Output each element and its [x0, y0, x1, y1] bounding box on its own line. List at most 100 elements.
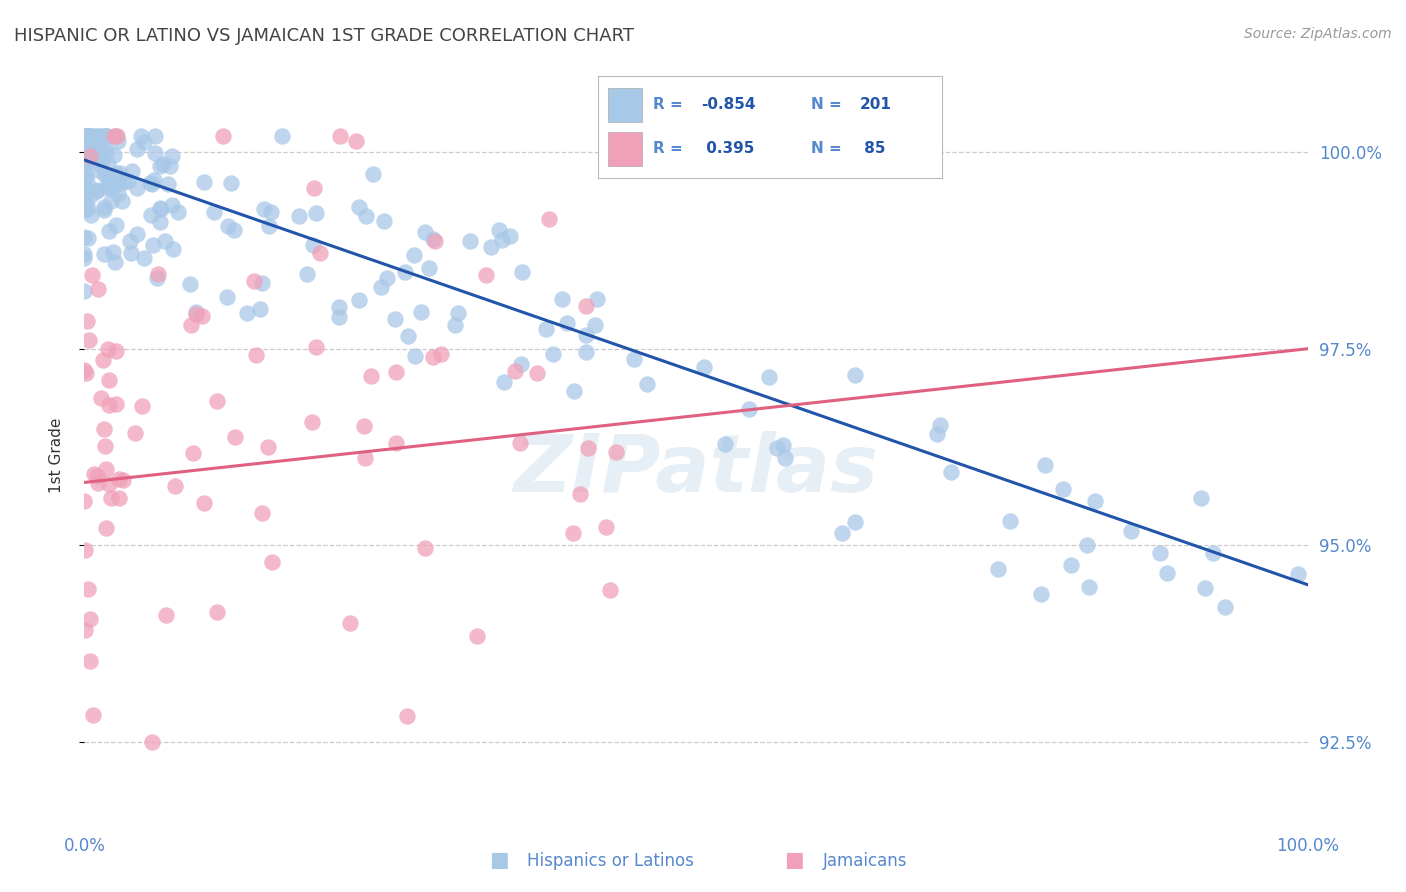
- Point: [73, 186, 96, 200]
- Point: [75, 129, 97, 144]
- Point: [79, 134, 101, 148]
- Point: [575, 327, 598, 342]
- Point: [96, 180, 118, 194]
- Point: [97, 170, 120, 185]
- Point: [1149, 546, 1171, 560]
- Point: [131, 399, 153, 413]
- Point: [1201, 546, 1223, 560]
- Point: [82, 708, 104, 723]
- Point: [127, 227, 149, 241]
- Point: [93, 200, 115, 214]
- Point: [91, 352, 114, 367]
- Point: [86, 183, 108, 197]
- Point: [96, 129, 118, 144]
- Point: [87, 283, 110, 297]
- Text: R =: R =: [652, 141, 682, 156]
- Point: [73, 494, 96, 508]
- Point: [219, 176, 242, 190]
- Point: [360, 368, 382, 383]
- Point: [396, 328, 419, 343]
- Point: [83, 467, 105, 481]
- Point: [77, 202, 100, 216]
- Point: [77, 333, 100, 347]
- Point: [139, 176, 162, 190]
- Point: [77, 582, 100, 597]
- Point: [89, 129, 111, 144]
- Point: [89, 158, 111, 172]
- Point: [120, 234, 142, 248]
- Point: [143, 129, 166, 144]
- Bar: [607, 88, 643, 122]
- Point: [925, 426, 948, 441]
- Point: [149, 215, 172, 229]
- Point: [1119, 524, 1142, 538]
- Point: [117, 174, 139, 188]
- Point: [149, 159, 172, 173]
- Point: [217, 219, 239, 233]
- Point: [422, 232, 444, 246]
- Point: [447, 306, 470, 320]
- Point: [1286, 567, 1309, 582]
- Point: [155, 607, 177, 622]
- Point: [139, 209, 162, 223]
- Point: [503, 364, 526, 378]
- Point: [79, 149, 101, 163]
- Point: [404, 349, 426, 363]
- Point: [422, 351, 444, 365]
- Point: [1033, 458, 1056, 472]
- Point: [89, 140, 111, 154]
- Point: [105, 218, 128, 232]
- Point: [77, 231, 100, 245]
- Point: [104, 166, 127, 180]
- Point: [73, 143, 96, 157]
- Point: [77, 129, 100, 144]
- Point: [193, 495, 215, 509]
- Point: [93, 140, 115, 154]
- Point: [82, 149, 104, 163]
- Point: [87, 129, 110, 144]
- Point: [537, 211, 560, 226]
- Point: [402, 248, 425, 262]
- Point: [181, 445, 204, 459]
- Point: [305, 206, 328, 220]
- Text: N =: N =: [811, 97, 842, 112]
- Point: [1052, 482, 1074, 496]
- Point: [260, 204, 283, 219]
- Point: [104, 129, 127, 144]
- Point: [75, 366, 97, 380]
- Point: [354, 450, 377, 465]
- Point: [1213, 599, 1236, 614]
- Point: [100, 194, 122, 209]
- Point: [87, 162, 110, 177]
- Point: [149, 201, 172, 215]
- Point: [363, 167, 385, 181]
- Text: HISPANIC OR LATINO VS JAMAICAN 1ST GRADE CORRELATION CHART: HISPANIC OR LATINO VS JAMAICAN 1ST GRADE…: [14, 27, 634, 45]
- Point: [605, 444, 627, 458]
- Point: [295, 267, 318, 281]
- Point: [86, 129, 108, 144]
- Point: [112, 175, 135, 189]
- Point: [329, 129, 352, 144]
- Point: [107, 129, 129, 144]
- Point: [73, 284, 96, 298]
- Point: [353, 419, 375, 434]
- Point: [384, 435, 406, 450]
- Point: [288, 210, 311, 224]
- Point: [1156, 566, 1178, 581]
- Point: [302, 237, 325, 252]
- Point: [1076, 538, 1098, 552]
- Point: [125, 180, 148, 194]
- Point: [576, 441, 599, 455]
- Point: [153, 234, 176, 248]
- Point: [79, 612, 101, 626]
- Point: [75, 139, 97, 153]
- Point: [75, 151, 97, 165]
- Point: [328, 300, 350, 314]
- Point: [73, 542, 96, 557]
- Point: [347, 201, 370, 215]
- Point: [186, 304, 208, 318]
- Text: 85: 85: [859, 141, 886, 156]
- Point: [127, 142, 149, 156]
- Point: [250, 276, 273, 290]
- Point: [91, 153, 114, 168]
